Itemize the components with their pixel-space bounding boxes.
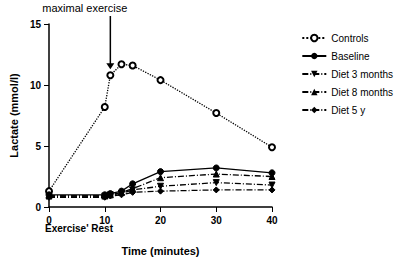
svg-text:40: 40 bbox=[266, 215, 278, 226]
svg-text:10: 10 bbox=[30, 80, 42, 91]
svg-text:Lactate (mmol/l): Lactate (mmol/l) bbox=[8, 73, 20, 158]
svg-text:30: 30 bbox=[211, 215, 223, 226]
svg-text:maximal exercise: maximal exercise bbox=[42, 2, 127, 14]
svg-text:Diet 5 y: Diet 5 y bbox=[331, 105, 365, 116]
svg-text:Controls: Controls bbox=[331, 33, 368, 44]
svg-text:10: 10 bbox=[99, 215, 111, 226]
svg-text:Baseline: Baseline bbox=[331, 51, 370, 62]
svg-text:0: 0 bbox=[46, 215, 52, 226]
svg-text:Time (minutes): Time (minutes) bbox=[121, 245, 199, 257]
svg-text:0: 0 bbox=[35, 202, 41, 213]
svg-text:15: 15 bbox=[30, 19, 42, 30]
svg-text:Diet 8 months: Diet 8 months bbox=[331, 87, 393, 98]
svg-text:5: 5 bbox=[35, 141, 41, 152]
svg-text:20: 20 bbox=[155, 215, 167, 226]
svg-text:Exercise' Rest: Exercise' Rest bbox=[45, 222, 113, 234]
svg-text:Diet 3 months: Diet 3 months bbox=[331, 69, 393, 80]
